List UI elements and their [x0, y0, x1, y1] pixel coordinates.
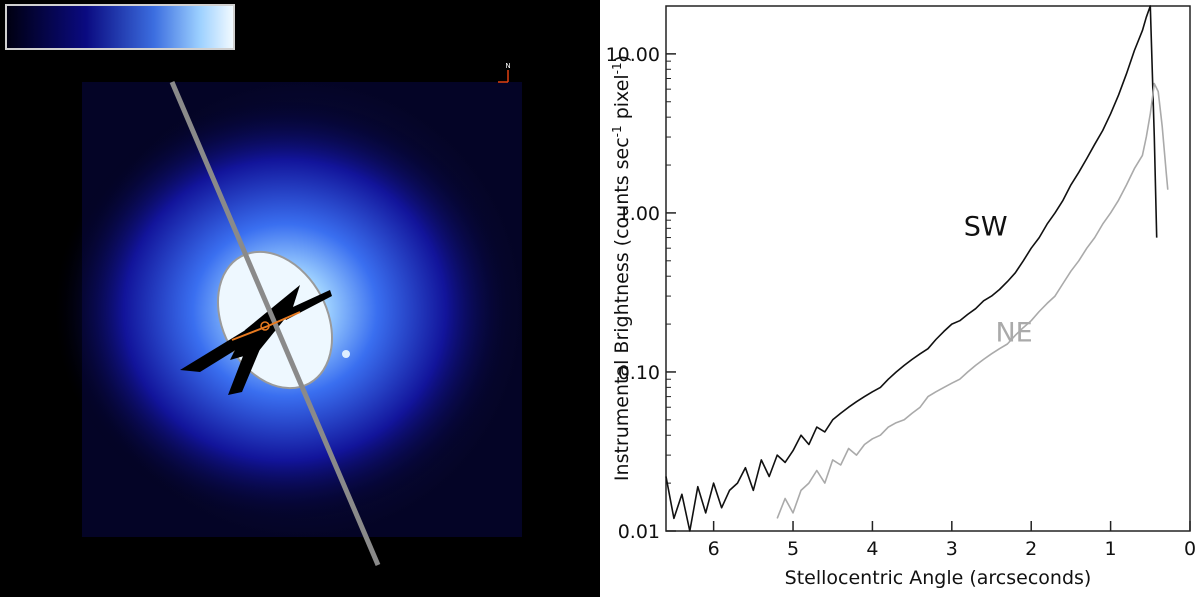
disk-image: N	[5, 4, 522, 566]
series-label-ne: NE	[995, 318, 1032, 349]
series-layer	[665, 5, 1169, 532]
plot-frame	[665, 5, 1191, 532]
x-tick-label: 6	[708, 538, 720, 560]
point-source	[342, 350, 350, 358]
x-tick-label: 5	[787, 538, 799, 560]
x-tick-label: 4	[866, 538, 878, 560]
disk-image-panel: N	[0, 0, 600, 597]
series-label-sw: SW	[964, 212, 1008, 243]
x-tick-label: 0	[1184, 538, 1196, 560]
x-tick-label: 3	[946, 538, 958, 560]
x-axis-title: Stellocentric Angle (arcseconds)	[785, 567, 1092, 589]
y-tick-label: 0.10	[618, 362, 660, 384]
colorbar	[5, 4, 235, 50]
brightness-profile-chart: 6 5 4 3 2 1 0 0.01 0.10 1.00 10.00 SW NE Stellocen…	[600, 0, 1200, 597]
star-marker	[260, 321, 270, 331]
y-axis: 0.01 0.10 1.00 10.00	[606, 5, 676, 543]
orientation-line	[231, 311, 301, 341]
chart-svg: 6 5 4 3 2 1 0 0.01 0.10 1.00 10.00 SW NE Stellocen…	[606, 5, 1196, 589]
x-tick-label: 2	[1025, 538, 1037, 560]
y-tick-label: 0.01	[618, 521, 660, 543]
series-labels: SW NE	[964, 212, 1033, 349]
compass-north-label: N	[505, 62, 510, 70]
y-axis-title: Instrumental Brightness (counts sec-1 pi…	[610, 55, 633, 481]
x-axis: 6 5 4 3 2 1 0	[708, 521, 1196, 560]
y-tick-label: 1.00	[618, 203, 660, 225]
series-line-ne	[776, 82, 1169, 519]
y-tick-label: 10.00	[606, 44, 660, 66]
series-line-sw	[665, 5, 1158, 532]
compass-icon: N	[498, 62, 511, 83]
x-tick-label: 1	[1105, 538, 1117, 560]
